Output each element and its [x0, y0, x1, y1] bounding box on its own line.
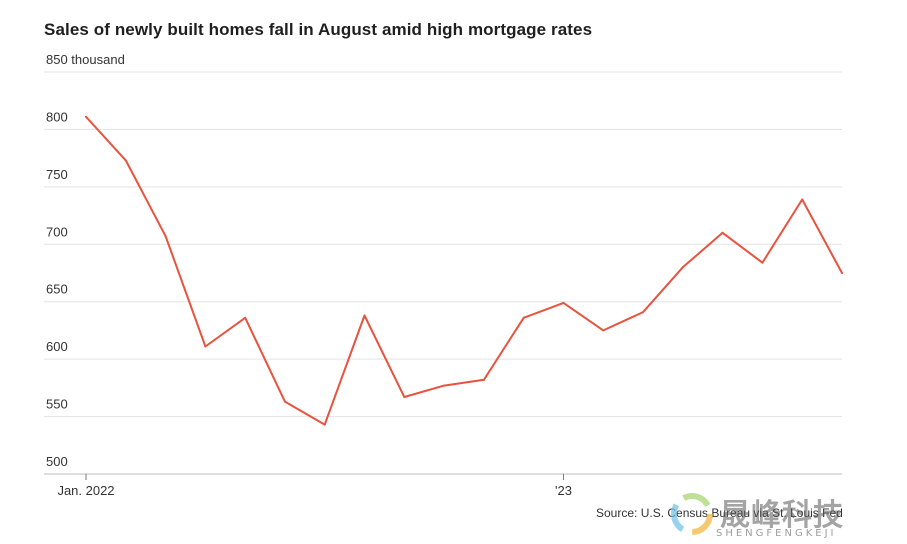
data-point — [244, 316, 247, 319]
y-tick-label: 750 — [46, 167, 68, 182]
x-axis: Jan. 2022 '23 — [57, 474, 572, 498]
watermark-subtext: SHENGFENGKEJI — [716, 528, 837, 539]
data-point — [164, 235, 167, 238]
y-tick-label: 550 — [46, 397, 68, 412]
y-tick-label: 500 — [46, 454, 68, 469]
data-point — [124, 159, 127, 162]
data-point — [801, 198, 804, 201]
data-point — [761, 261, 764, 264]
data-point — [602, 329, 605, 332]
chart-title: Sales of newly built homes fall in Augus… — [44, 20, 593, 39]
data-point — [482, 378, 485, 381]
data-point — [363, 314, 366, 317]
data-point — [204, 345, 207, 348]
data-point — [403, 396, 406, 399]
data-point — [85, 115, 87, 118]
data-point — [283, 400, 286, 403]
y-tick-label: 850 thousand — [46, 52, 125, 67]
data-point — [443, 384, 446, 387]
x-tick-label: Jan. 2022 — [57, 483, 114, 498]
data-point — [721, 231, 724, 234]
watermark-logo-icon — [671, 493, 713, 535]
y-tick-label: 650 — [46, 282, 68, 297]
series-layer — [85, 115, 843, 426]
data-point — [681, 266, 684, 269]
data-point — [522, 316, 525, 319]
y-tick-label: 600 — [46, 339, 68, 354]
data-point — [642, 311, 645, 314]
watermark-text: 晟峰科技 — [720, 498, 844, 533]
y-tick-label: 700 — [46, 224, 68, 239]
watermark: 晟峰科技 SHENGFENGKEJI — [668, 488, 868, 544]
gridlines — [44, 71, 842, 475]
series-line — [85, 115, 843, 426]
y-tick-label: 800 — [46, 109, 68, 124]
data-point — [562, 301, 565, 304]
x-tick-label: '23 — [555, 483, 572, 498]
y-axis-tick-labels: 850 thousand 800 750 700 650 600 550 500 — [46, 52, 125, 469]
data-point — [841, 272, 843, 274]
data-point — [323, 423, 326, 426]
source-note: Source: U.S. Census Bureau via St. Louis… — [596, 506, 843, 520]
